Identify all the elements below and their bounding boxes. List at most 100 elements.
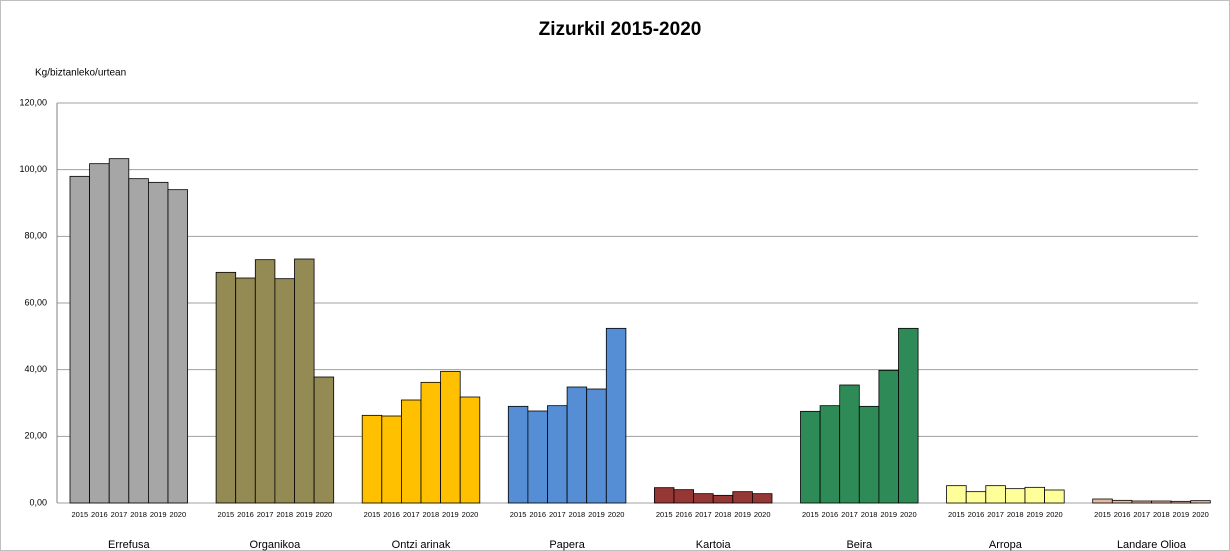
bar xyxy=(440,370,461,504)
bar xyxy=(507,405,529,504)
year-label: 2018 xyxy=(130,510,147,519)
year-label: 2017 xyxy=(987,510,1004,519)
bar xyxy=(586,388,607,504)
y-tick-label: 60,00 xyxy=(24,297,47,307)
year-label: 2019 xyxy=(1173,510,1190,519)
year-label: 2020 xyxy=(316,510,333,519)
year-label: 2017 xyxy=(695,510,712,519)
bar xyxy=(732,491,753,504)
year-label: 2015 xyxy=(948,510,965,519)
bar xyxy=(527,410,548,504)
y-tick-label: 80,00 xyxy=(24,231,47,241)
bar xyxy=(235,277,256,504)
bar xyxy=(128,178,149,504)
year-label: 2019 xyxy=(442,510,459,519)
year-label: 2018 xyxy=(422,510,439,519)
bar xyxy=(1005,488,1026,504)
bar xyxy=(274,278,295,504)
bar xyxy=(254,259,276,504)
bar xyxy=(654,487,675,504)
year-label: 2019 xyxy=(734,510,751,519)
bar xyxy=(361,414,383,504)
category-label: Beira xyxy=(846,539,873,551)
bar xyxy=(1151,500,1172,504)
year-label: 2016 xyxy=(968,510,985,519)
year-label: 2019 xyxy=(1026,510,1043,519)
year-label: 2015 xyxy=(71,510,88,519)
year-label: 2016 xyxy=(529,510,546,519)
year-label: 2020 xyxy=(608,510,625,519)
bar xyxy=(459,396,481,504)
y-tick-label: 40,00 xyxy=(24,364,47,374)
bar xyxy=(693,493,714,504)
bar xyxy=(215,271,237,504)
y-tick-label: 0,00 xyxy=(29,497,47,507)
year-label: 2017 xyxy=(111,510,128,519)
bar xyxy=(1044,489,1065,504)
year-label: 2015 xyxy=(510,510,527,519)
category-label: Errefusa xyxy=(108,539,150,551)
bar xyxy=(547,405,568,504)
bar xyxy=(858,405,880,504)
bar xyxy=(167,189,189,504)
year-label: 2015 xyxy=(1094,510,1111,519)
year-label: 2019 xyxy=(296,510,313,519)
bar xyxy=(878,369,899,504)
bar xyxy=(1111,499,1133,504)
category-label: Papera xyxy=(549,539,585,551)
year-label: 2020 xyxy=(462,510,479,519)
category-label: Kartoia xyxy=(696,539,732,551)
bar xyxy=(313,376,335,504)
bar xyxy=(1131,500,1152,504)
bar xyxy=(752,493,773,504)
bar xyxy=(1024,486,1046,504)
year-label: 2017 xyxy=(841,510,858,519)
year-label: 2020 xyxy=(754,510,771,519)
bar xyxy=(819,405,841,504)
bar xyxy=(898,327,919,504)
year-label: 2016 xyxy=(91,510,108,519)
year-label: 2018 xyxy=(276,510,293,519)
bar xyxy=(566,386,588,504)
bar xyxy=(108,158,130,504)
year-label: 2018 xyxy=(715,510,732,519)
year-label: 2018 xyxy=(569,510,586,519)
chart-title: Zizurkil 2015-2020 xyxy=(539,19,702,40)
year-label: 2017 xyxy=(403,510,420,519)
year-label: 2015 xyxy=(656,510,673,519)
bar xyxy=(839,384,860,504)
y-tick-label: 120,00 xyxy=(19,97,47,107)
year-label: 2020 xyxy=(1046,510,1063,519)
bar xyxy=(147,181,169,504)
bar xyxy=(605,327,627,504)
year-label: 2020 xyxy=(900,510,917,519)
bar xyxy=(89,163,110,504)
bar xyxy=(69,175,91,504)
y-tick-label: 20,00 xyxy=(24,431,47,441)
bar xyxy=(400,399,422,504)
category-label: Ontzi arinak xyxy=(392,539,451,551)
year-label: 2015 xyxy=(218,510,235,519)
category-label: Arropa xyxy=(989,539,1023,551)
year-label: 2020 xyxy=(169,510,186,519)
bar xyxy=(946,485,967,504)
y-tick-label: 100,00 xyxy=(19,164,47,174)
bar xyxy=(985,485,1006,504)
bar xyxy=(420,381,442,504)
year-label: 2017 xyxy=(257,510,274,519)
year-label: 2018 xyxy=(861,510,878,519)
year-label: 2019 xyxy=(150,510,167,519)
year-label: 2019 xyxy=(588,510,605,519)
bar xyxy=(294,258,315,504)
bar xyxy=(1190,500,1211,504)
year-label: 2016 xyxy=(1114,510,1131,519)
year-label: 2016 xyxy=(383,510,400,519)
bar xyxy=(800,410,821,504)
year-label: 2017 xyxy=(549,510,566,519)
year-label: 2016 xyxy=(675,510,692,519)
bar xyxy=(673,489,695,504)
year-label: 2019 xyxy=(880,510,897,519)
year-label: 2015 xyxy=(364,510,381,519)
year-label: 2018 xyxy=(1007,510,1024,519)
